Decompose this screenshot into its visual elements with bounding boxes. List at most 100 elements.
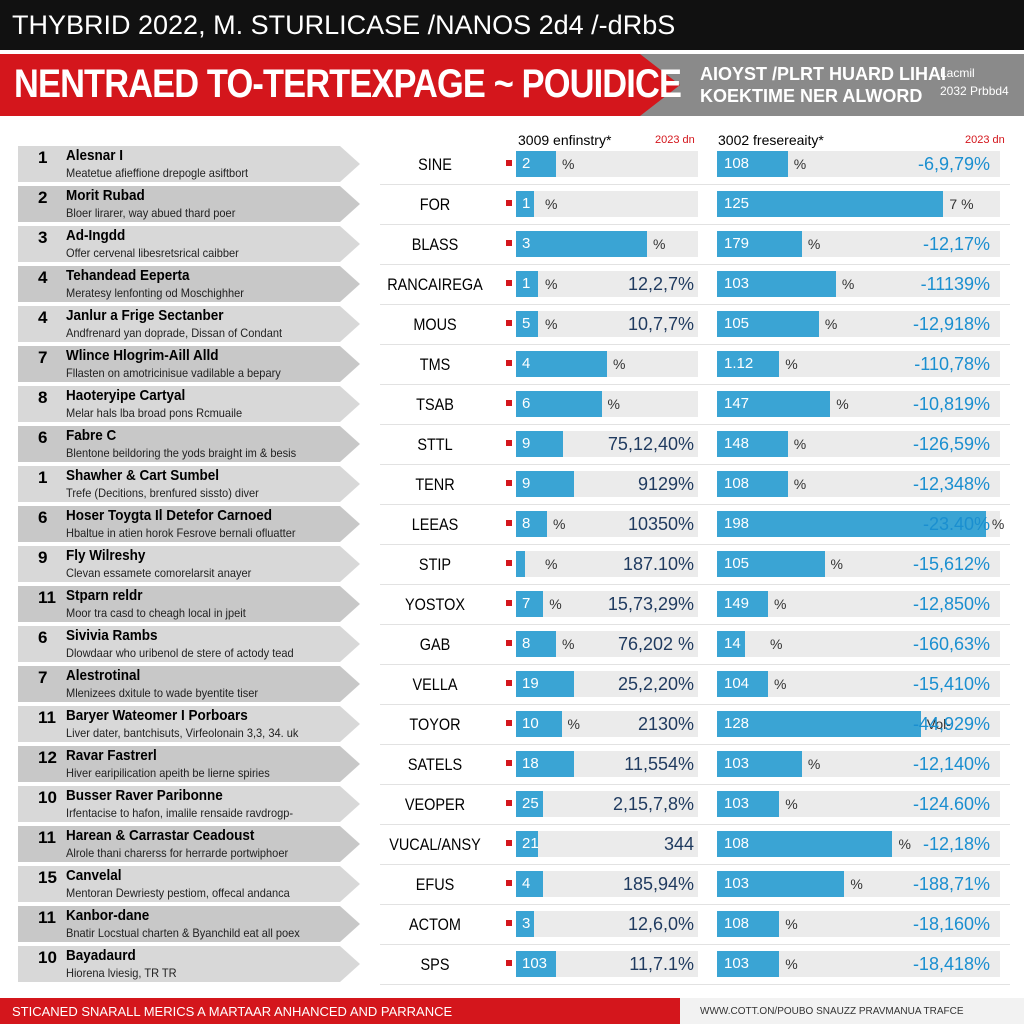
row-desc: Hiver earipilication apeith be lierne sp… (66, 766, 270, 780)
row-name: Fabre C (66, 427, 117, 444)
marker (506, 800, 512, 806)
value-text: -126,59% (912, 434, 990, 454)
bar-label: 5 (522, 315, 531, 332)
row-code: TENR (415, 475, 455, 494)
value-text: -12,140% (912, 754, 990, 774)
bar-unit: % (793, 476, 807, 492)
row-name: Stparn reldr (66, 587, 143, 604)
bar-label: 149 (724, 595, 750, 612)
top-title: THYBRID 2022, M. STURLICASE /NANOS 2d4 /… (12, 10, 676, 40)
row-arrow (18, 426, 360, 462)
bar (717, 391, 831, 417)
row-name: Haoteryipe Cartyal (66, 387, 186, 404)
bar-unit: % (549, 596, 562, 612)
row-name: Alestrotinal (66, 667, 141, 684)
bar (717, 911, 780, 937)
bar-unit: % (841, 276, 855, 292)
bar (516, 631, 557, 657)
row-arrow (18, 906, 360, 942)
bar (516, 271, 538, 297)
row-arrow (18, 346, 360, 382)
bar-unit: % (545, 556, 558, 572)
row-desc: Meratesy lenfonting od Moschighher (66, 286, 244, 300)
row-line (380, 264, 1010, 265)
row-desc: Bloer lirarer, way abued thard poer (66, 206, 236, 220)
banner-title: NENTRAED TO-TERTEXPAGE ~ POUIDICE (14, 62, 682, 106)
bar-label: 1 (522, 275, 531, 292)
bar (717, 671, 768, 697)
bar (717, 151, 788, 177)
bar-label: 8 (522, 515, 531, 532)
bar (717, 591, 768, 617)
value-text: 344 (663, 834, 694, 854)
bar-unit: % (607, 396, 620, 412)
value-text: -23.40% (922, 514, 990, 534)
bar-unit: % (824, 316, 838, 332)
marker (506, 200, 512, 206)
bar-label: 103 (724, 875, 750, 892)
bar-unit: % (545, 196, 558, 212)
bar-unit: % (773, 596, 787, 612)
value-text: -44,929% (912, 714, 990, 734)
bar-unit: % (785, 796, 798, 812)
row-desc: Clevan essamete comorelarsit anayer (66, 566, 252, 580)
marker (506, 560, 512, 566)
bar-unit: % (785, 956, 798, 972)
row-code: BLASS (411, 235, 459, 254)
bar-label: 2 (522, 155, 531, 172)
marker (506, 960, 512, 966)
row-line (380, 904, 1010, 905)
row-name: Kanbor-dane (66, 907, 150, 924)
bar (516, 471, 575, 497)
bar (516, 391, 602, 417)
bar-label: 108 (724, 835, 750, 852)
marker (506, 920, 512, 926)
row-arrow (18, 586, 360, 622)
footer-text: WWW.COTT.ON/POUBO SNAUZZ PRAVMANUA TRAFC… (700, 1006, 964, 1017)
bar (717, 511, 986, 537)
row-line (380, 184, 1010, 185)
bar (717, 751, 802, 777)
bar-unit: % (793, 156, 807, 172)
bar-unit: % (785, 356, 798, 372)
bar (717, 871, 845, 897)
row-arrow (18, 306, 360, 342)
rank: 11 (38, 908, 56, 927)
row-line (380, 544, 1010, 545)
row-name: Tehandead Eeperta (66, 267, 190, 284)
row-line (380, 664, 1010, 665)
bar-unit: % (807, 236, 821, 252)
track (516, 551, 698, 577)
rank: 9 (38, 548, 48, 567)
row-name: Harean & Carrastar Ceadoust (66, 827, 255, 844)
rank: 15 (38, 868, 57, 887)
row-arrow (18, 706, 360, 742)
bar-label: 128 (724, 715, 750, 732)
row-code: VELLA (412, 675, 458, 694)
track (516, 591, 698, 617)
bar-label: 14 (724, 635, 741, 652)
row-desc: Offer cervenal libesretsrical caibber (66, 246, 239, 260)
bar-label: 18 (522, 755, 539, 772)
bar (516, 911, 535, 937)
value-text: -18,160% (912, 914, 990, 934)
bar-unit: % (785, 916, 798, 932)
marker (506, 760, 512, 766)
banner-side: AIOYST /PLRT HUARD LIHAI (700, 64, 946, 84)
bar (717, 311, 819, 337)
row-desc: Hbaltue in atien horok Fesrove bernali o… (66, 526, 296, 540)
value-text: 75,12,40% (607, 434, 694, 454)
row-line (380, 344, 1010, 345)
bar-label: 108 (724, 155, 750, 172)
column-header: 3002 fresereaity* (718, 132, 824, 148)
track (516, 831, 698, 857)
row-line (380, 744, 1010, 745)
row-desc: Hiorena lviesig, TR TR (66, 966, 177, 980)
bar-unit: % (807, 756, 821, 772)
row-desc: Bnatir Locstual charten & Byanchild eat … (66, 926, 300, 940)
row-name: Ad-Ingdd (66, 227, 126, 244)
row-name: Janlur a Frige Sectanber (66, 307, 224, 324)
marker (506, 280, 512, 286)
bar-label: 3 (522, 235, 531, 252)
row-name: Sivivia Rambs (66, 627, 158, 644)
